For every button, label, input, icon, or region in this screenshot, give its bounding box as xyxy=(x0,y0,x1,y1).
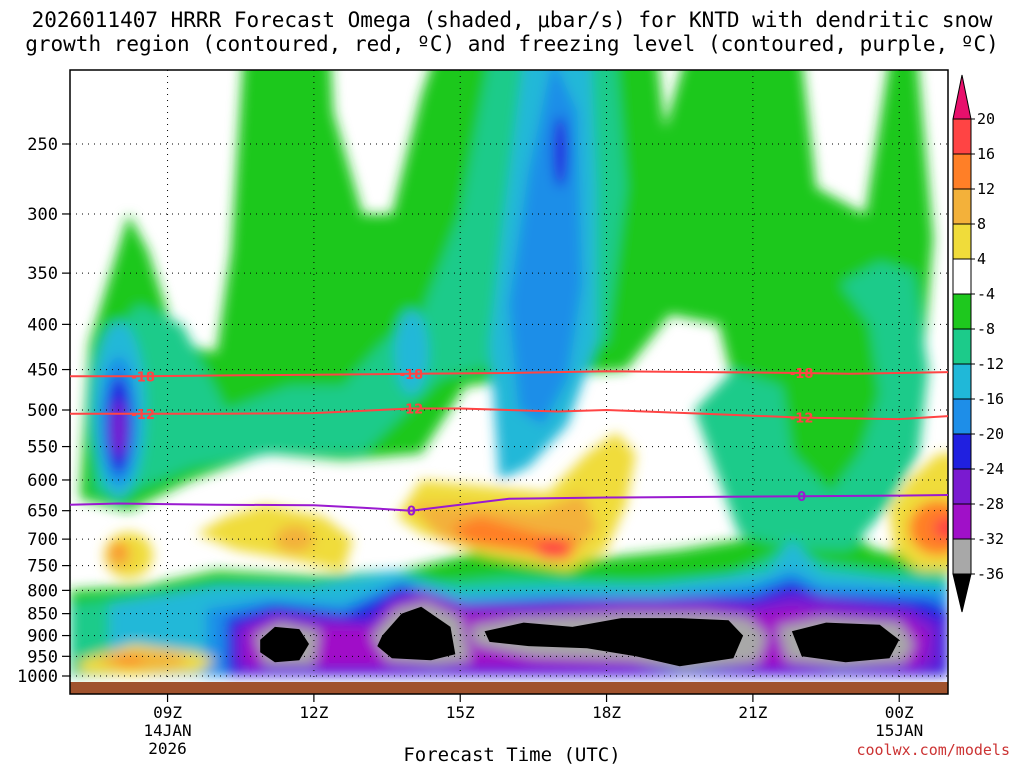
contour-label-2-1: 0 xyxy=(797,490,806,505)
colorbar-label-6: -8 xyxy=(977,320,995,338)
colorbar-segment-3 xyxy=(952,188,972,225)
omega-gold-left xyxy=(274,525,314,553)
colorbar-segment-1 xyxy=(952,118,972,155)
colorbar: 20 16 12 8 4 -4 -8 -12 -16 -20 -24 -28 -32 -36 xyxy=(952,74,1004,613)
colorbar-segment-6 xyxy=(952,293,972,330)
omega-shading xyxy=(70,70,948,682)
omega-black-core-4 xyxy=(791,622,900,663)
contour-label-2-0: 0 xyxy=(407,505,416,520)
colorbar-label-5: -4 xyxy=(977,285,995,303)
contour-line-2 xyxy=(70,494,948,512)
x-axis-title: Forecast Time (UTC) xyxy=(403,744,621,766)
y-tick-label-400: 400 xyxy=(27,315,58,335)
contour-line-0 xyxy=(70,370,948,378)
colorbar-segment-4 xyxy=(952,223,972,260)
omega-black-core-1 xyxy=(260,626,309,663)
omega-teal-right xyxy=(694,262,929,550)
contour-label-0-2: -18 xyxy=(790,367,814,382)
omega-black-core-3 xyxy=(484,618,744,667)
y-tick-label-550: 550 xyxy=(27,438,58,458)
colorbar-top-arrow xyxy=(952,74,972,120)
colorbar-label-2: 12 xyxy=(977,180,995,198)
colorbar-label-8: -16 xyxy=(977,390,1004,408)
x-tick-label-09Z: 09Z xyxy=(153,703,182,722)
y-axis: 2503003504004505005506006507007508008509… xyxy=(17,135,70,687)
x-tick-date-09Z: 14JAN xyxy=(143,721,191,740)
credit-text: coolwx.com/models xyxy=(856,741,1010,759)
omega-yellow-left xyxy=(196,504,353,571)
y-tick-label-750: 750 xyxy=(27,557,58,577)
y-tick-label-300: 300 xyxy=(27,205,58,225)
y-tick-label-250: 250 xyxy=(27,135,58,155)
contour-label-0-1: -18 xyxy=(400,368,424,383)
y-tick-label-1000: 1000 xyxy=(17,667,58,687)
x-tick-date-00Z: 15JAN xyxy=(875,721,923,740)
x-tick-label-18Z: 18Z xyxy=(592,703,621,722)
omega-teal-upper xyxy=(94,70,627,493)
colorbar-segment-10 xyxy=(952,433,972,470)
omega-orange-far-left xyxy=(112,543,125,557)
colorbar-segment-13 xyxy=(952,538,972,575)
y-tick-label-350: 350 xyxy=(27,264,58,284)
plot-frame xyxy=(69,69,949,695)
x-tick-label-00Z: 00Z xyxy=(885,703,914,722)
y-tick-label-450: 450 xyxy=(27,361,58,381)
colorbar-segment-5 xyxy=(952,258,972,295)
x-tick-label-21Z: 21Z xyxy=(738,703,767,722)
contour-label-1-0: -12 xyxy=(131,408,155,423)
colorbar-label-11: -28 xyxy=(977,495,1004,513)
contour-label-0-0: -18 xyxy=(131,370,155,385)
colorbar-label-10: -24 xyxy=(977,460,1004,478)
y-tick-label-850: 850 xyxy=(27,605,58,625)
colorbar-segment-12 xyxy=(952,503,972,540)
colorbar-segment-9 xyxy=(952,398,972,435)
y-tick-label-800: 800 xyxy=(27,581,58,601)
y-tick-label-500: 500 xyxy=(27,401,58,421)
y-tick-label-650: 650 xyxy=(27,502,58,522)
colorbar-bottom-arrow xyxy=(952,573,972,613)
colorbar-segment-8 xyxy=(952,363,972,400)
colorbar-label-4: 4 xyxy=(977,250,986,268)
chart-title-line-1: 2026011407 HRRR Forecast Omega (shaded, … xyxy=(31,8,993,32)
omega-violet-left xyxy=(111,400,127,457)
colorbar-label-3: 8 xyxy=(977,215,986,233)
omega-black-cores xyxy=(260,606,900,667)
colorbar-label-13: -36 xyxy=(977,565,1004,583)
omega-red-center xyxy=(535,540,570,560)
colorbar-segment-2 xyxy=(952,153,972,190)
x-tick-label-12Z: 12Z xyxy=(299,703,328,722)
contour-lines: -18 -18 -18 -12 -12 -12 0 0 xyxy=(70,367,948,520)
contour-label-1-2: -12 xyxy=(790,412,814,427)
colorbar-segment-11 xyxy=(952,468,972,505)
colorbar-label-7: -12 xyxy=(977,355,1004,373)
colorbar-label-0: 20 xyxy=(977,110,995,128)
y-tick-label-950: 950 xyxy=(27,647,58,667)
colorbar-label-1: 16 xyxy=(977,145,995,163)
y-tick-label-600: 600 xyxy=(27,471,58,491)
colorbar-label-12: -32 xyxy=(977,530,1004,548)
colorbar-segment-7 xyxy=(952,328,972,365)
ground-strip xyxy=(70,682,948,694)
y-tick-label-700: 700 xyxy=(27,530,58,550)
x-tick-label-15Z: 15Z xyxy=(446,703,475,722)
omega-black-core-2 xyxy=(377,606,456,661)
omega-navy-spot xyxy=(552,115,568,188)
omega-red-right xyxy=(933,516,948,540)
omega-orange-right xyxy=(908,500,948,556)
chart-title-line-2: growth region (contoured, red, ºC) and f… xyxy=(25,32,999,56)
contour-line-1 xyxy=(70,407,948,421)
colorbar-label-9: -20 xyxy=(977,425,1004,443)
x-tick-year-09Z: 2026 xyxy=(148,739,187,758)
y-tick-label-900: 900 xyxy=(27,627,58,647)
omega-orange-bottom xyxy=(113,656,144,665)
contour-label-1-1: -12 xyxy=(400,402,424,417)
